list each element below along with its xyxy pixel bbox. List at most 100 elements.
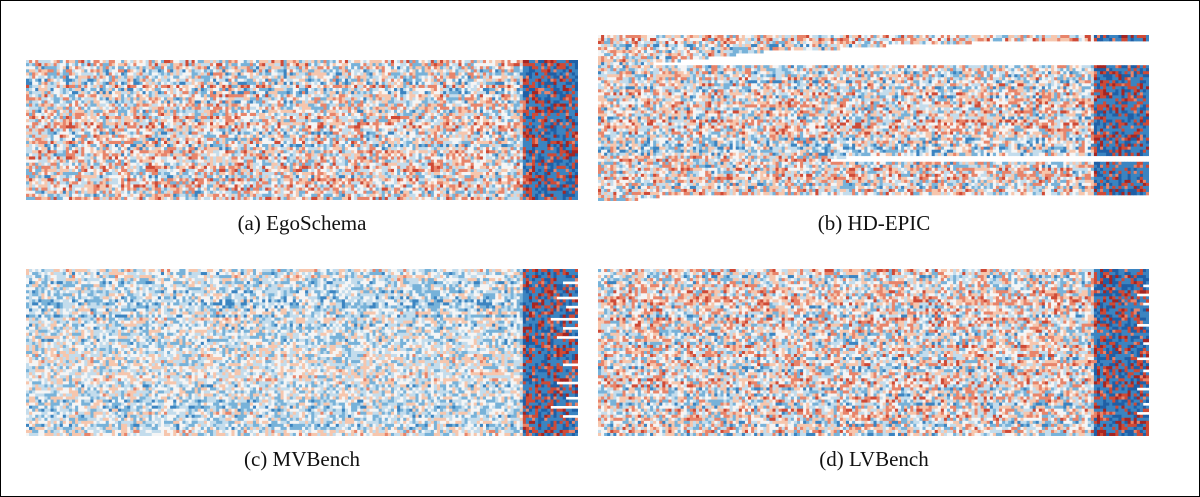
heatmap-row [598, 408, 1149, 413]
heatmap-row [598, 134, 1149, 138]
heatmap-row [26, 150, 578, 154]
heatmap-row [598, 357, 1138, 361]
heatmap-row [26, 363, 564, 367]
heatmap-row [598, 143, 1149, 148]
heatmap-row [598, 125, 1149, 129]
heatmap-row [26, 140, 578, 145]
heatmap-row [598, 414, 1149, 419]
heatmap-row [598, 152, 1149, 157]
heatmap-row [598, 341, 1144, 346]
heatmap-row [598, 170, 1149, 175]
heatmap-row [598, 89, 1149, 93]
heatmap-row [598, 86, 1149, 90]
heatmap-row [26, 131, 578, 136]
heatmap-row [26, 332, 578, 337]
heatmap-row [598, 429, 1149, 434]
heatmap-row [26, 296, 557, 300]
heatmap-row [26, 100, 578, 104]
heatmap-row [26, 390, 578, 394]
heatmap-row [26, 411, 578, 416]
heatmap-row [26, 134, 578, 139]
heatmap-row [598, 411, 1138, 416]
caption-lvbench: (d) LVBench [594, 447, 1154, 471]
heatmap-row [598, 338, 1149, 343]
heatmap-row [26, 305, 567, 309]
heatmap-row [598, 101, 1149, 105]
heatmap-row [598, 299, 1149, 303]
heatmap-row [598, 426, 1149, 431]
heatmap-row [26, 344, 578, 349]
heatmap-row [598, 56, 709, 60]
heatmap-mvbench [26, 269, 578, 436]
heatmap-row [598, 71, 1149, 75]
heatmap-row [598, 399, 1149, 403]
heatmap-row [26, 69, 578, 73]
heatmap-row [26, 366, 578, 370]
heatmap-row [26, 172, 578, 176]
heatmap-row [598, 275, 1149, 279]
heatmap-row [26, 125, 578, 129]
heatmap-row [26, 144, 578, 148]
heatmap-row [26, 293, 578, 297]
heatmap-row [26, 311, 578, 315]
heatmap-row [26, 75, 578, 80]
heatmap-row [26, 384, 578, 388]
heatmap-row [598, 197, 639, 201]
heatmap-row [26, 190, 578, 195]
heatmap-row [598, 405, 1149, 410]
heatmap-row [26, 372, 578, 376]
heatmap-row [598, 44, 887, 48]
heatmap-row [598, 113, 1149, 117]
heatmap-row [598, 360, 1149, 364]
heatmap-row [26, 284, 578, 288]
heatmap-row [598, 323, 1138, 328]
heatmap-row [598, 74, 1149, 78]
heatmap-row [598, 59, 681, 63]
heatmap-row [598, 420, 1149, 425]
heatmap-row [598, 311, 1149, 315]
heatmap-row [26, 281, 564, 285]
heatmap-row [598, 53, 737, 57]
heatmap-row [598, 155, 847, 160]
heatmap-row [598, 110, 1149, 114]
heatmap-row [26, 153, 578, 157]
heatmap-row [26, 112, 578, 117]
caption-mvbench: (c) MVBench [22, 447, 582, 471]
heatmap-row [26, 335, 557, 340]
heatmap-row [598, 402, 1144, 406]
heatmap-row [26, 106, 578, 111]
heatmap-row [598, 384, 1149, 388]
heatmap-row [598, 305, 1149, 309]
heatmap-row [598, 432, 1149, 436]
heatmap-row [26, 329, 578, 334]
heatmap-row [26, 63, 578, 67]
heatmap-row [26, 109, 578, 114]
heatmap-row [26, 91, 578, 95]
heatmap-row [598, 269, 1149, 273]
heatmap-row [26, 396, 567, 400]
heatmap-row [598, 293, 1138, 297]
heatmap-row [26, 423, 578, 428]
heatmap-row [26, 314, 578, 318]
heatmap-row [598, 107, 1149, 111]
heatmap-row [26, 287, 578, 291]
heatmap-row [26, 275, 578, 279]
heatmap-row [598, 182, 1149, 187]
heatmap-lvbench [598, 269, 1149, 436]
heatmap-row [26, 299, 578, 303]
heatmap-row [26, 196, 578, 200]
heatmap-row [26, 308, 578, 312]
heatmap-row [26, 320, 578, 325]
heatmap-row [26, 175, 578, 179]
heatmap-row [26, 184, 578, 188]
heatmap-row [598, 332, 1149, 337]
heatmap-row [598, 128, 1149, 132]
heatmap-row [26, 290, 578, 294]
heatmap-row [598, 137, 1149, 141]
heatmap-row [26, 357, 578, 361]
heatmap-row [26, 156, 578, 160]
heatmap-row [598, 308, 1149, 312]
heatmap-row [26, 162, 578, 167]
heatmap-row [598, 387, 1138, 391]
